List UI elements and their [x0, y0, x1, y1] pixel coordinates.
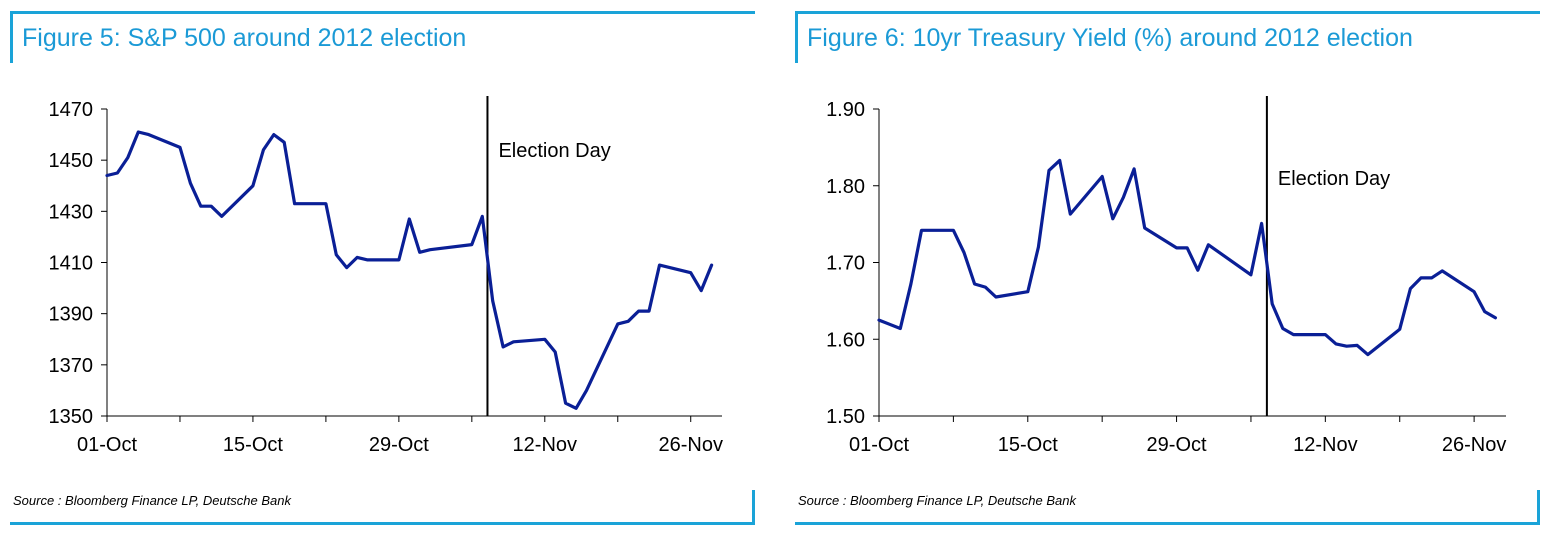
figure-5-footer-rule — [10, 522, 755, 525]
figure-6-footer-rule — [795, 522, 1540, 525]
x-tick-label: 01-Oct — [77, 434, 137, 456]
x-tick-label: 15-Oct — [998, 434, 1058, 456]
x-tick-label: 26-Nov — [658, 434, 722, 456]
y-tick-label: 1.70 — [826, 253, 865, 275]
x-tick-label: 29-Oct — [1147, 434, 1207, 456]
series-line — [105, 130, 714, 410]
figure-5-title: Figure 5: S&P 500 around 2012 election — [22, 24, 467, 52]
figure-5-chart: 1350 1370 1390 1410 1430 1450 1470 01-Oct 15-Oct… — [49, 96, 723, 456]
y-tick-label: 1430 — [49, 201, 94, 223]
y-tick-label: 1470 — [49, 99, 94, 121]
x-tick-label: 15-Oct — [223, 434, 283, 456]
figure-6-header-accent — [795, 11, 798, 63]
figure-5-header-rule — [10, 11, 755, 14]
series-line — [877, 158, 1498, 357]
figure-5-footer-accent — [752, 490, 755, 525]
figure-5-header-accent — [10, 11, 13, 63]
figure-6-footer-accent — [1537, 490, 1540, 525]
figure-6-header-rule — [795, 11, 1540, 14]
y-tick-label: 1410 — [49, 253, 94, 275]
figure-6-chart: 1.50 1.60 1.70 1.80 1.90 01-Oct 15-Oct 29-Oct 12… — [826, 96, 1506, 456]
y-tick-label: 1.80 — [826, 176, 865, 198]
y-tick-label: 1370 — [49, 355, 94, 377]
x-tick-label: 29-Oct — [369, 434, 429, 456]
figure-5-panel: Figure 5: S&P 500 around 2012 election 1… — [0, 0, 770, 537]
y-tick-label: 1.50 — [826, 406, 865, 428]
election-day-label: Election Day — [498, 140, 610, 162]
x-tick-label: 12-Nov — [1293, 434, 1357, 456]
y-tick-label: 1.90 — [826, 99, 865, 121]
figure-6-panel: Figure 6: 10yr Treasury Yield (%) around… — [785, 0, 1555, 537]
figure-6-title: Figure 6: 10yr Treasury Yield (%) around… — [807, 24, 1413, 52]
y-tick-label: 1.60 — [826, 329, 865, 351]
figure-5-source: Source : Bloomberg Finance LP, Deutsche … — [13, 493, 291, 508]
election-day-label: Election Day — [1278, 168, 1390, 190]
y-tick-label: 1450 — [49, 150, 94, 172]
y-tick-label: 1350 — [49, 406, 94, 428]
x-tick-label: 12-Nov — [513, 434, 577, 456]
figure-6-source: Source : Bloomberg Finance LP, Deutsche … — [798, 493, 1076, 508]
x-tick-label: 01-Oct — [849, 434, 909, 456]
x-tick-label: 26-Nov — [1442, 434, 1506, 456]
y-tick-label: 1390 — [49, 304, 94, 326]
